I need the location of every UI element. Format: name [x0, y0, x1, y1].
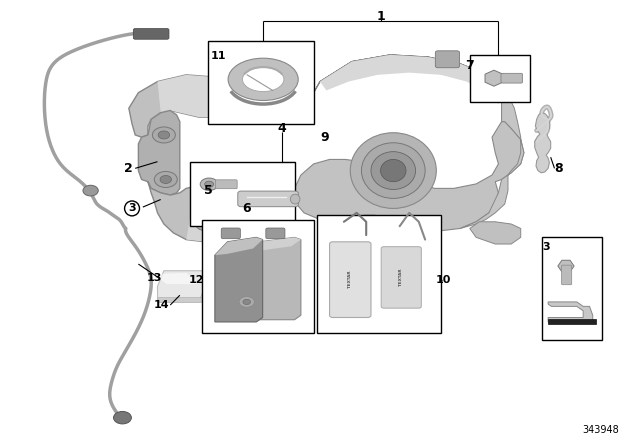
Bar: [202, 220, 314, 333]
Circle shape: [200, 178, 218, 190]
Circle shape: [158, 131, 170, 139]
Polygon shape: [460, 86, 524, 228]
Polygon shape: [138, 111, 180, 195]
FancyBboxPatch shape: [216, 180, 237, 189]
Text: 1: 1: [376, 10, 385, 23]
Polygon shape: [535, 113, 550, 173]
Polygon shape: [148, 182, 256, 242]
Text: TEXTAR: TEXTAR: [399, 269, 403, 286]
FancyBboxPatch shape: [266, 228, 285, 239]
Text: 9: 9: [321, 131, 330, 144]
Text: 14: 14: [154, 300, 170, 310]
Ellipse shape: [381, 159, 406, 182]
Circle shape: [201, 221, 210, 227]
Ellipse shape: [291, 194, 300, 204]
Polygon shape: [250, 237, 301, 251]
FancyBboxPatch shape: [381, 247, 421, 308]
Bar: [541, 237, 602, 340]
Text: 10: 10: [435, 275, 451, 284]
Bar: [209, 42, 314, 124]
FancyBboxPatch shape: [561, 265, 572, 285]
Text: 13: 13: [147, 273, 162, 283]
Ellipse shape: [362, 143, 425, 198]
FancyBboxPatch shape: [435, 51, 460, 68]
Polygon shape: [157, 75, 246, 117]
Polygon shape: [320, 55, 502, 104]
Polygon shape: [470, 222, 521, 244]
Polygon shape: [485, 70, 503, 86]
Text: 343948: 343948: [583, 426, 620, 435]
Polygon shape: [161, 273, 197, 284]
FancyBboxPatch shape: [330, 242, 371, 318]
Circle shape: [152, 127, 175, 143]
Polygon shape: [215, 237, 262, 322]
Text: 8: 8: [555, 162, 563, 175]
FancyBboxPatch shape: [221, 228, 241, 239]
Ellipse shape: [228, 58, 298, 100]
Text: 6: 6: [243, 202, 251, 215]
Bar: [548, 319, 596, 324]
Polygon shape: [129, 75, 246, 137]
Circle shape: [83, 185, 99, 196]
Text: 3: 3: [128, 203, 136, 213]
Polygon shape: [215, 237, 262, 255]
FancyBboxPatch shape: [238, 191, 298, 207]
Bar: [190, 162, 295, 226]
Ellipse shape: [371, 152, 415, 190]
Text: 3: 3: [543, 242, 550, 252]
Polygon shape: [294, 55, 524, 231]
Polygon shape: [186, 186, 256, 242]
Circle shape: [154, 172, 177, 188]
Text: TEXTAR: TEXTAR: [348, 271, 352, 289]
Polygon shape: [558, 260, 574, 272]
Text: 5: 5: [204, 184, 213, 197]
Text: 12: 12: [189, 275, 204, 284]
Circle shape: [196, 217, 215, 231]
FancyBboxPatch shape: [133, 29, 169, 39]
Ellipse shape: [243, 67, 284, 91]
Text: 11: 11: [211, 51, 226, 61]
Text: 4: 4: [277, 122, 286, 135]
Ellipse shape: [350, 133, 436, 208]
Polygon shape: [548, 302, 593, 322]
Bar: [317, 215, 441, 333]
Circle shape: [205, 181, 214, 187]
Bar: [470, 55, 531, 102]
Polygon shape: [157, 271, 205, 302]
Text: 7: 7: [465, 60, 474, 73]
Bar: [157, 297, 205, 302]
Circle shape: [239, 297, 254, 307]
FancyBboxPatch shape: [501, 73, 523, 83]
Text: 2: 2: [124, 162, 133, 175]
Circle shape: [113, 411, 131, 424]
Circle shape: [243, 299, 250, 305]
Circle shape: [160, 176, 172, 184]
Polygon shape: [250, 237, 301, 320]
